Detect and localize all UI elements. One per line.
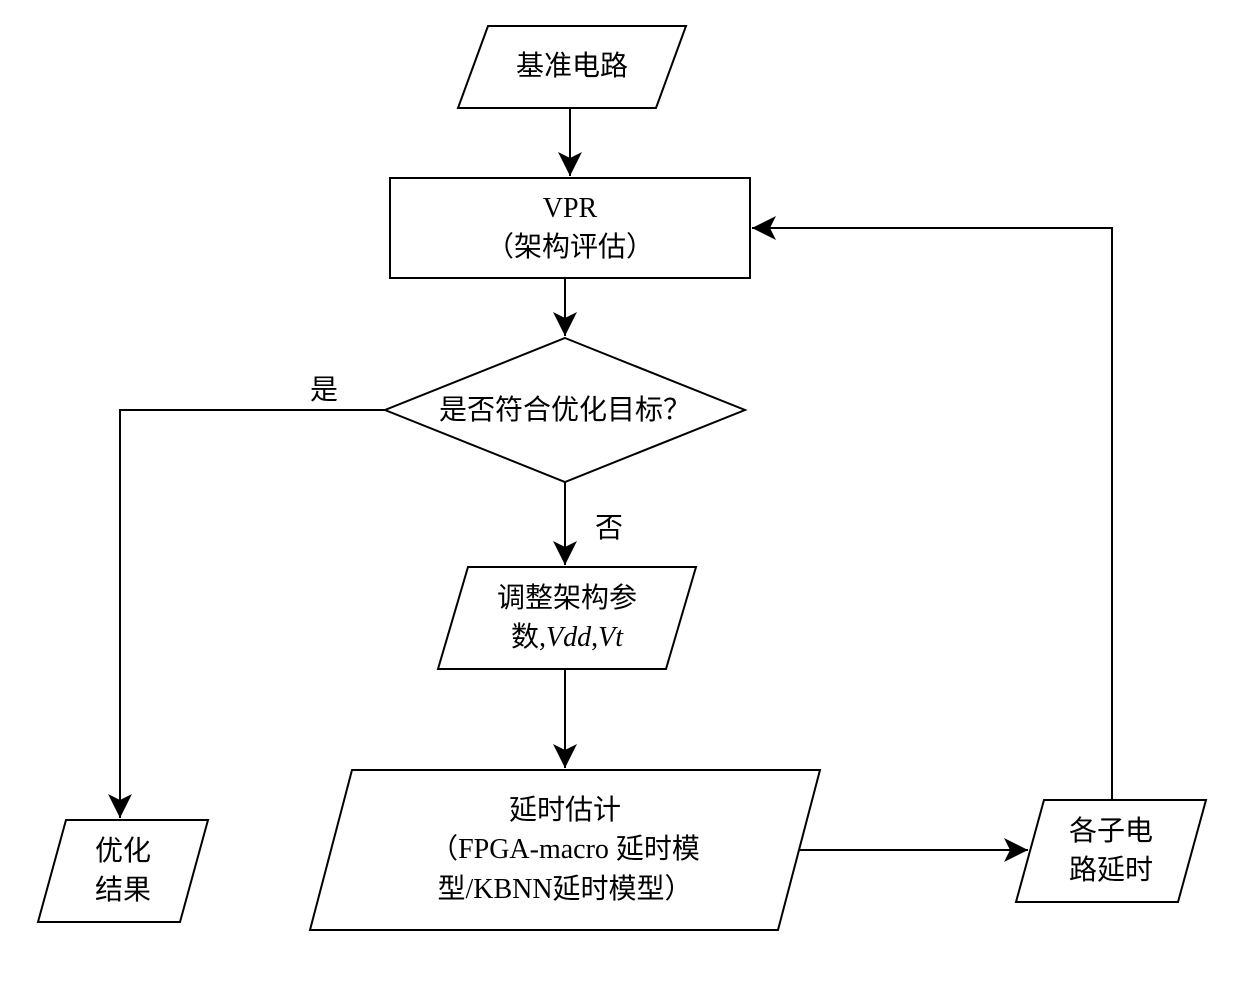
decision-text-container: 是否符合优化目标？ [385,375,745,447]
adjust-label-2: 数,Vdd,Vt [511,618,623,657]
vpr-label-2: （架构评估） [486,228,654,267]
no-label: 否 [595,506,623,546]
delay-label-3: 型/KBNN延时模型） [437,870,692,909]
adjust-var1: Vdd [546,622,591,653]
yes-label: 是 [310,368,338,408]
edge-decision-result [120,410,385,818]
edge-subcircuit-vpr [752,228,1112,800]
adjust-text-container: 调整架构参 数,Vdd,Vt [438,567,696,669]
subcircuit-text-container: 各子电 路延时 [1016,800,1206,902]
adjust-prefix: 数, [511,622,546,653]
adjust-label-1: 调整架构参 [497,579,637,618]
result-label-2: 结果 [95,871,151,910]
subcircuit-label-1: 各子电 [1069,812,1153,851]
vpr-text-container: VPR （架构评估） [390,178,750,278]
result-label-1: 优化 [95,832,151,871]
vpr-label-1: VPR [543,189,597,228]
adjust-var2: Vt [598,622,623,653]
delay-label-2: （FPGA-macro 延时模 [430,830,700,869]
delay-text-container: 延时估计 （FPGA-macro 延时模 型/KBNN延时模型） [310,770,820,930]
flowchart-container: 基准电路 VPR （架构评估） 是否符合优化目标？ 调整架构参 数,Vdd,Vt… [0,0,1240,985]
result-text-container: 优化 结果 [38,820,208,922]
subcircuit-label-2: 路延时 [1069,851,1153,890]
delay-label-1: 延时估计 [509,791,621,830]
start-text-container: 基准电路 [458,26,686,108]
decision-label: 是否符合优化目标？ [439,391,691,430]
start-label: 基准电路 [516,47,628,86]
